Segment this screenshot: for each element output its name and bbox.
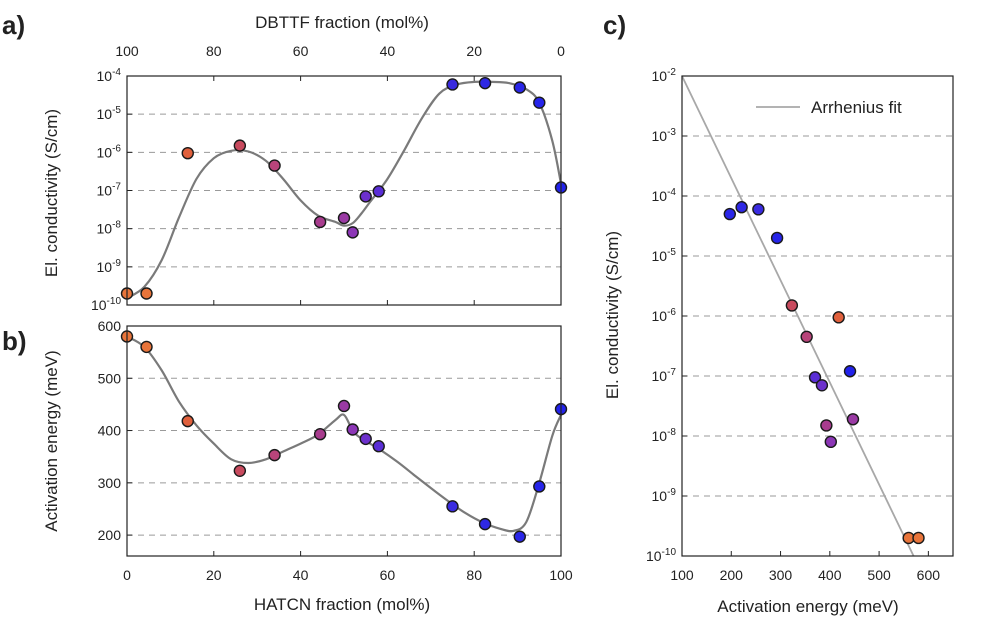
data-point [268, 159, 281, 172]
panel-a-top-xlabel: DBTTF fraction (mol%) [255, 13, 429, 32]
top-x-tick-label: 80 [206, 43, 222, 59]
y-tick-label: 10-3 [652, 127, 677, 144]
x-tick-label: 20 [206, 567, 222, 583]
data-point [815, 379, 829, 392]
data-point [446, 500, 459, 513]
data-point [372, 440, 385, 453]
y-tick-label: 10-7 [97, 182, 122, 199]
data-point [140, 287, 153, 300]
y-tick-label: 600 [98, 318, 122, 334]
x-tick-label: 500 [867, 567, 891, 583]
data-point [181, 414, 194, 428]
data-point [359, 190, 372, 203]
panel-a-plot: 10-10 10-9 10-8 10-7 10-6 10-5 10-4 100 80 60 40 20… [91, 43, 568, 313]
data-point [337, 211, 351, 225]
legend-label: Arrhenius fit [811, 98, 902, 117]
data-point [752, 203, 765, 216]
panel-c-ylabel: El. conductivity (S/cm) [603, 231, 622, 399]
data-point [268, 448, 281, 462]
plot-frame [681, 75, 954, 557]
panel-b-ylabel: Activation energy (meV) [42, 350, 61, 531]
y-tick-label: 10-8 [652, 427, 677, 444]
data-point [313, 215, 327, 229]
x-tick-label: 600 [917, 567, 941, 583]
y-tick-label: 500 [98, 370, 122, 386]
data-point [846, 413, 860, 426]
y-tick-label: 300 [98, 475, 122, 491]
data-point [770, 231, 784, 245]
y-tick-label: 10-9 [97, 258, 122, 275]
top-x-tick-label: 40 [380, 43, 396, 59]
y-tick-label: 10-4 [97, 67, 122, 84]
x-tick-label: 100 [549, 567, 573, 583]
y-tick-label: 10-4 [652, 187, 677, 204]
arrhenius-fit-line [681, 75, 915, 557]
y-tick-label: 200 [98, 527, 122, 543]
y-tick-label: 10-10 [646, 547, 676, 564]
top-x-tick-label: 60 [293, 43, 309, 59]
panel-b-plot: 200 300 400 500 600 0 20 40 60 80 100 [98, 318, 573, 583]
data-point [478, 76, 492, 90]
x-tick-label: 100 [670, 567, 694, 583]
data-point [233, 139, 247, 152]
data-point [446, 78, 459, 91]
data-point [478, 517, 492, 531]
panel-label-c: c) [603, 10, 626, 40]
x-tick-label: 300 [769, 567, 793, 583]
y-tick-label: 10-6 [97, 143, 122, 160]
data-point [533, 480, 546, 493]
data-point [181, 146, 194, 160]
panel-b-xlabel: HATCN fraction (mol%) [254, 595, 430, 614]
data-point [346, 226, 359, 239]
panel-label-b: b) [2, 326, 27, 356]
y-tick-label: 10-2 [652, 67, 677, 84]
y-tick-label: 10-6 [652, 307, 677, 324]
top-x-tick-label: 0 [557, 43, 565, 59]
x-tick-label: 60 [380, 567, 396, 583]
fit-curve [126, 80, 563, 300]
plot-frame [126, 75, 562, 306]
data-point [140, 340, 153, 354]
data-point [513, 81, 526, 94]
data-point [843, 365, 857, 378]
data-point [735, 201, 748, 214]
y-tick-label: 10-5 [97, 105, 122, 122]
panel-label-a: a) [2, 10, 25, 40]
plot-frame [126, 325, 562, 557]
y-tick-label: 10-5 [652, 247, 677, 264]
data-point [800, 330, 813, 344]
data-point [313, 428, 327, 441]
data-point [820, 419, 833, 432]
y-tick-label: 10-7 [652, 367, 677, 384]
y-tick-label: 400 [98, 423, 122, 439]
data-point [233, 464, 247, 477]
top-x-tick-label: 100 [115, 43, 139, 59]
data-point [912, 531, 925, 545]
data-point [372, 185, 385, 198]
x-tick-label: 400 [818, 567, 842, 583]
data-point [513, 530, 526, 543]
x-tick-label: 80 [466, 567, 482, 583]
fit-curve [126, 335, 563, 533]
panel-c-xlabel: Activation energy (meV) [717, 597, 898, 616]
y-tick-label: 10-9 [652, 487, 677, 504]
data-point [533, 96, 546, 109]
data-point [337, 399, 351, 413]
data-point [808, 371, 822, 384]
x-tick-label: 200 [720, 567, 744, 583]
top-x-tick-label: 20 [466, 43, 482, 59]
panel-c-plot: 10-10 10-9 10-8 10-7 10-6 10-5 10-4 10-3 10-2 100… [646, 67, 954, 583]
y-tick-label: 10-10 [91, 296, 121, 313]
data-point [824, 435, 838, 449]
x-tick-label: 0 [123, 567, 131, 583]
data-point [723, 207, 736, 221]
y-tick-label: 10-8 [97, 220, 122, 237]
x-tick-label: 40 [293, 567, 309, 583]
data-point [359, 432, 372, 446]
data-point [346, 423, 359, 436]
data-point [832, 311, 845, 324]
data-point [785, 299, 799, 312]
panel-a-ylabel: El. conductivity (S/cm) [42, 109, 61, 277]
